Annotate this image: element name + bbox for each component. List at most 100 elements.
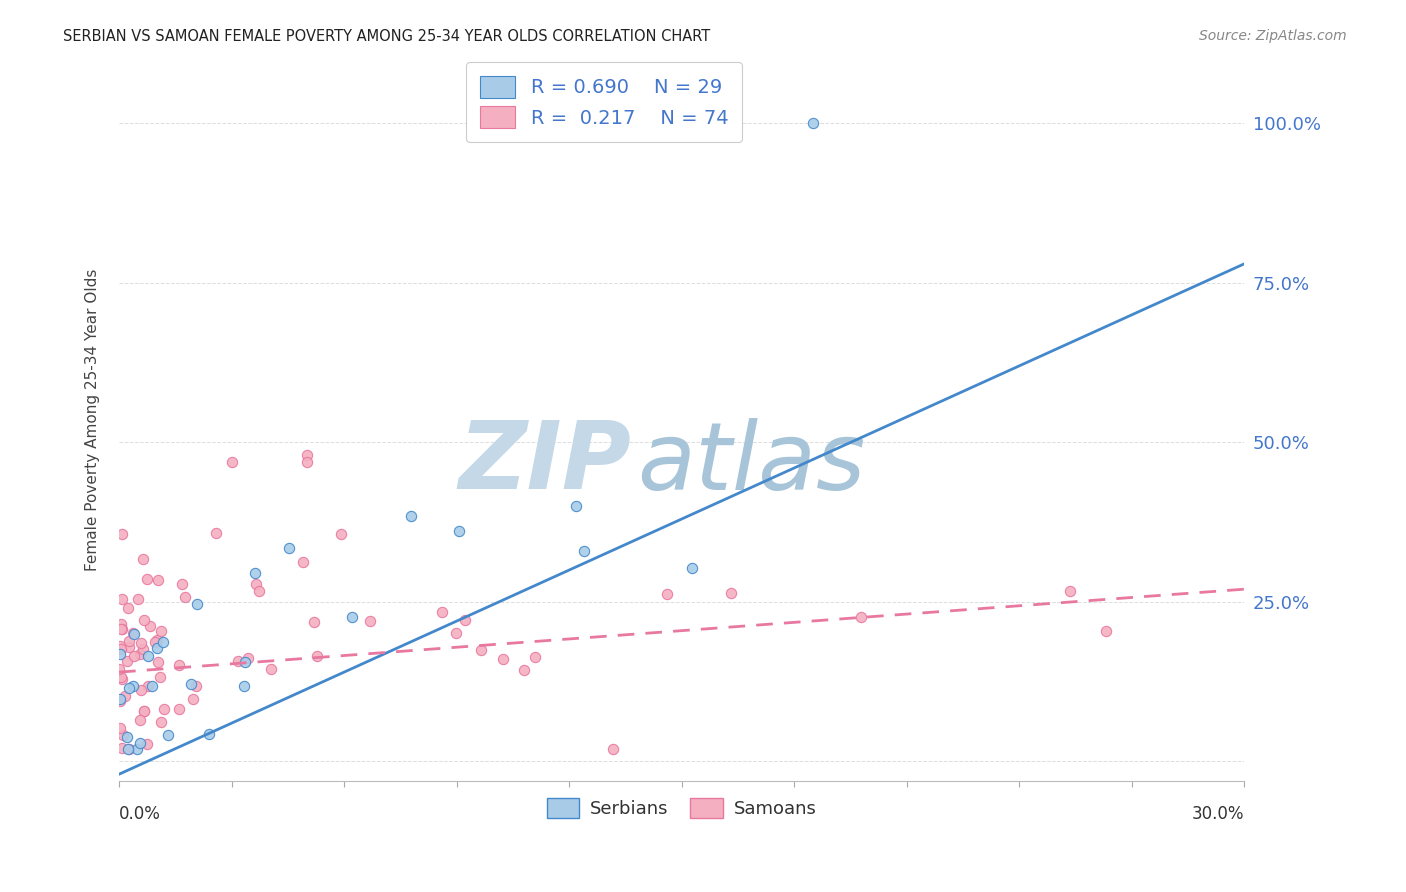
Point <box>454 613 477 627</box>
Point <box>129 647 152 661</box>
Point <box>110 670 132 684</box>
Point <box>128 713 150 727</box>
Point <box>152 634 174 648</box>
Point <box>117 601 139 615</box>
Point <box>602 741 624 756</box>
Point <box>114 690 136 704</box>
Point <box>118 741 141 756</box>
Point <box>295 454 318 468</box>
Point <box>232 679 254 693</box>
Point <box>118 681 141 695</box>
Point <box>112 728 135 742</box>
Point <box>134 613 156 627</box>
Point <box>291 555 314 569</box>
Point <box>180 677 202 691</box>
Point <box>572 544 595 558</box>
Point <box>153 702 176 716</box>
Point <box>449 524 471 539</box>
Point <box>681 561 703 575</box>
Point <box>141 680 163 694</box>
Point <box>655 587 678 601</box>
Point <box>139 619 162 633</box>
Point <box>513 663 536 677</box>
Point <box>111 672 134 686</box>
Point <box>260 662 283 676</box>
Point <box>359 614 381 628</box>
Point <box>135 572 157 586</box>
Point <box>117 730 139 744</box>
Point <box>108 640 131 654</box>
Point <box>181 692 204 706</box>
Point <box>524 649 547 664</box>
Point <box>149 670 172 684</box>
Text: 0.0%: 0.0% <box>120 805 160 823</box>
Legend: Serbians, Samoans: Serbians, Samoans <box>540 790 824 826</box>
Point <box>278 541 301 556</box>
Point <box>186 598 208 612</box>
Point <box>136 648 159 663</box>
Point <box>156 728 179 742</box>
Point <box>173 591 195 605</box>
Point <box>110 642 132 657</box>
Point <box>169 657 191 672</box>
Point <box>129 636 152 650</box>
Text: 30.0%: 30.0% <box>1192 805 1244 823</box>
Point <box>143 635 166 649</box>
Point <box>243 566 266 580</box>
Point <box>247 584 270 599</box>
Point <box>329 527 352 541</box>
Point <box>233 655 256 669</box>
Point <box>129 736 152 750</box>
Point <box>117 640 139 655</box>
Point <box>305 648 328 663</box>
Point <box>184 679 207 693</box>
Point <box>1059 584 1081 599</box>
Point <box>111 527 134 541</box>
Point <box>110 622 132 636</box>
Point <box>565 499 588 513</box>
Point <box>295 448 318 462</box>
Point <box>228 654 250 668</box>
Text: SERBIAN VS SAMOAN FEMALE POVERTY AMONG 25-34 YEAR OLDS CORRELATION CHART: SERBIAN VS SAMOAN FEMALE POVERTY AMONG 2… <box>63 29 710 44</box>
Point <box>236 650 259 665</box>
Point <box>148 573 170 587</box>
Point <box>111 740 134 755</box>
Point <box>132 642 155 657</box>
Point <box>122 625 145 640</box>
Point <box>302 615 325 629</box>
Point <box>470 643 492 657</box>
Point <box>136 737 159 751</box>
Point <box>127 741 149 756</box>
Point <box>198 727 221 741</box>
Point <box>167 702 190 716</box>
Text: ZIP: ZIP <box>458 417 631 509</box>
Point <box>1095 624 1118 639</box>
Point <box>801 116 824 130</box>
Point <box>118 633 141 648</box>
Point <box>111 622 134 636</box>
Point <box>110 617 132 632</box>
Point <box>121 679 143 693</box>
Point <box>145 640 167 655</box>
Point <box>221 454 243 468</box>
Point <box>399 508 422 523</box>
Point <box>170 577 193 591</box>
Point <box>491 651 513 665</box>
Point <box>340 610 363 624</box>
Point <box>245 577 267 591</box>
Point <box>110 694 132 708</box>
Point <box>111 591 134 606</box>
Point <box>131 552 153 566</box>
Point <box>122 627 145 641</box>
Point <box>136 679 159 693</box>
Point <box>127 591 149 606</box>
Y-axis label: Female Poverty Among 25-34 Year Olds: Female Poverty Among 25-34 Year Olds <box>86 268 100 571</box>
Point <box>131 683 153 698</box>
Point <box>430 605 453 619</box>
Point <box>108 662 131 676</box>
Point <box>122 648 145 663</box>
Point <box>115 654 138 668</box>
Point <box>132 704 155 718</box>
Point <box>117 741 139 756</box>
Text: atlas: atlas <box>637 417 865 508</box>
